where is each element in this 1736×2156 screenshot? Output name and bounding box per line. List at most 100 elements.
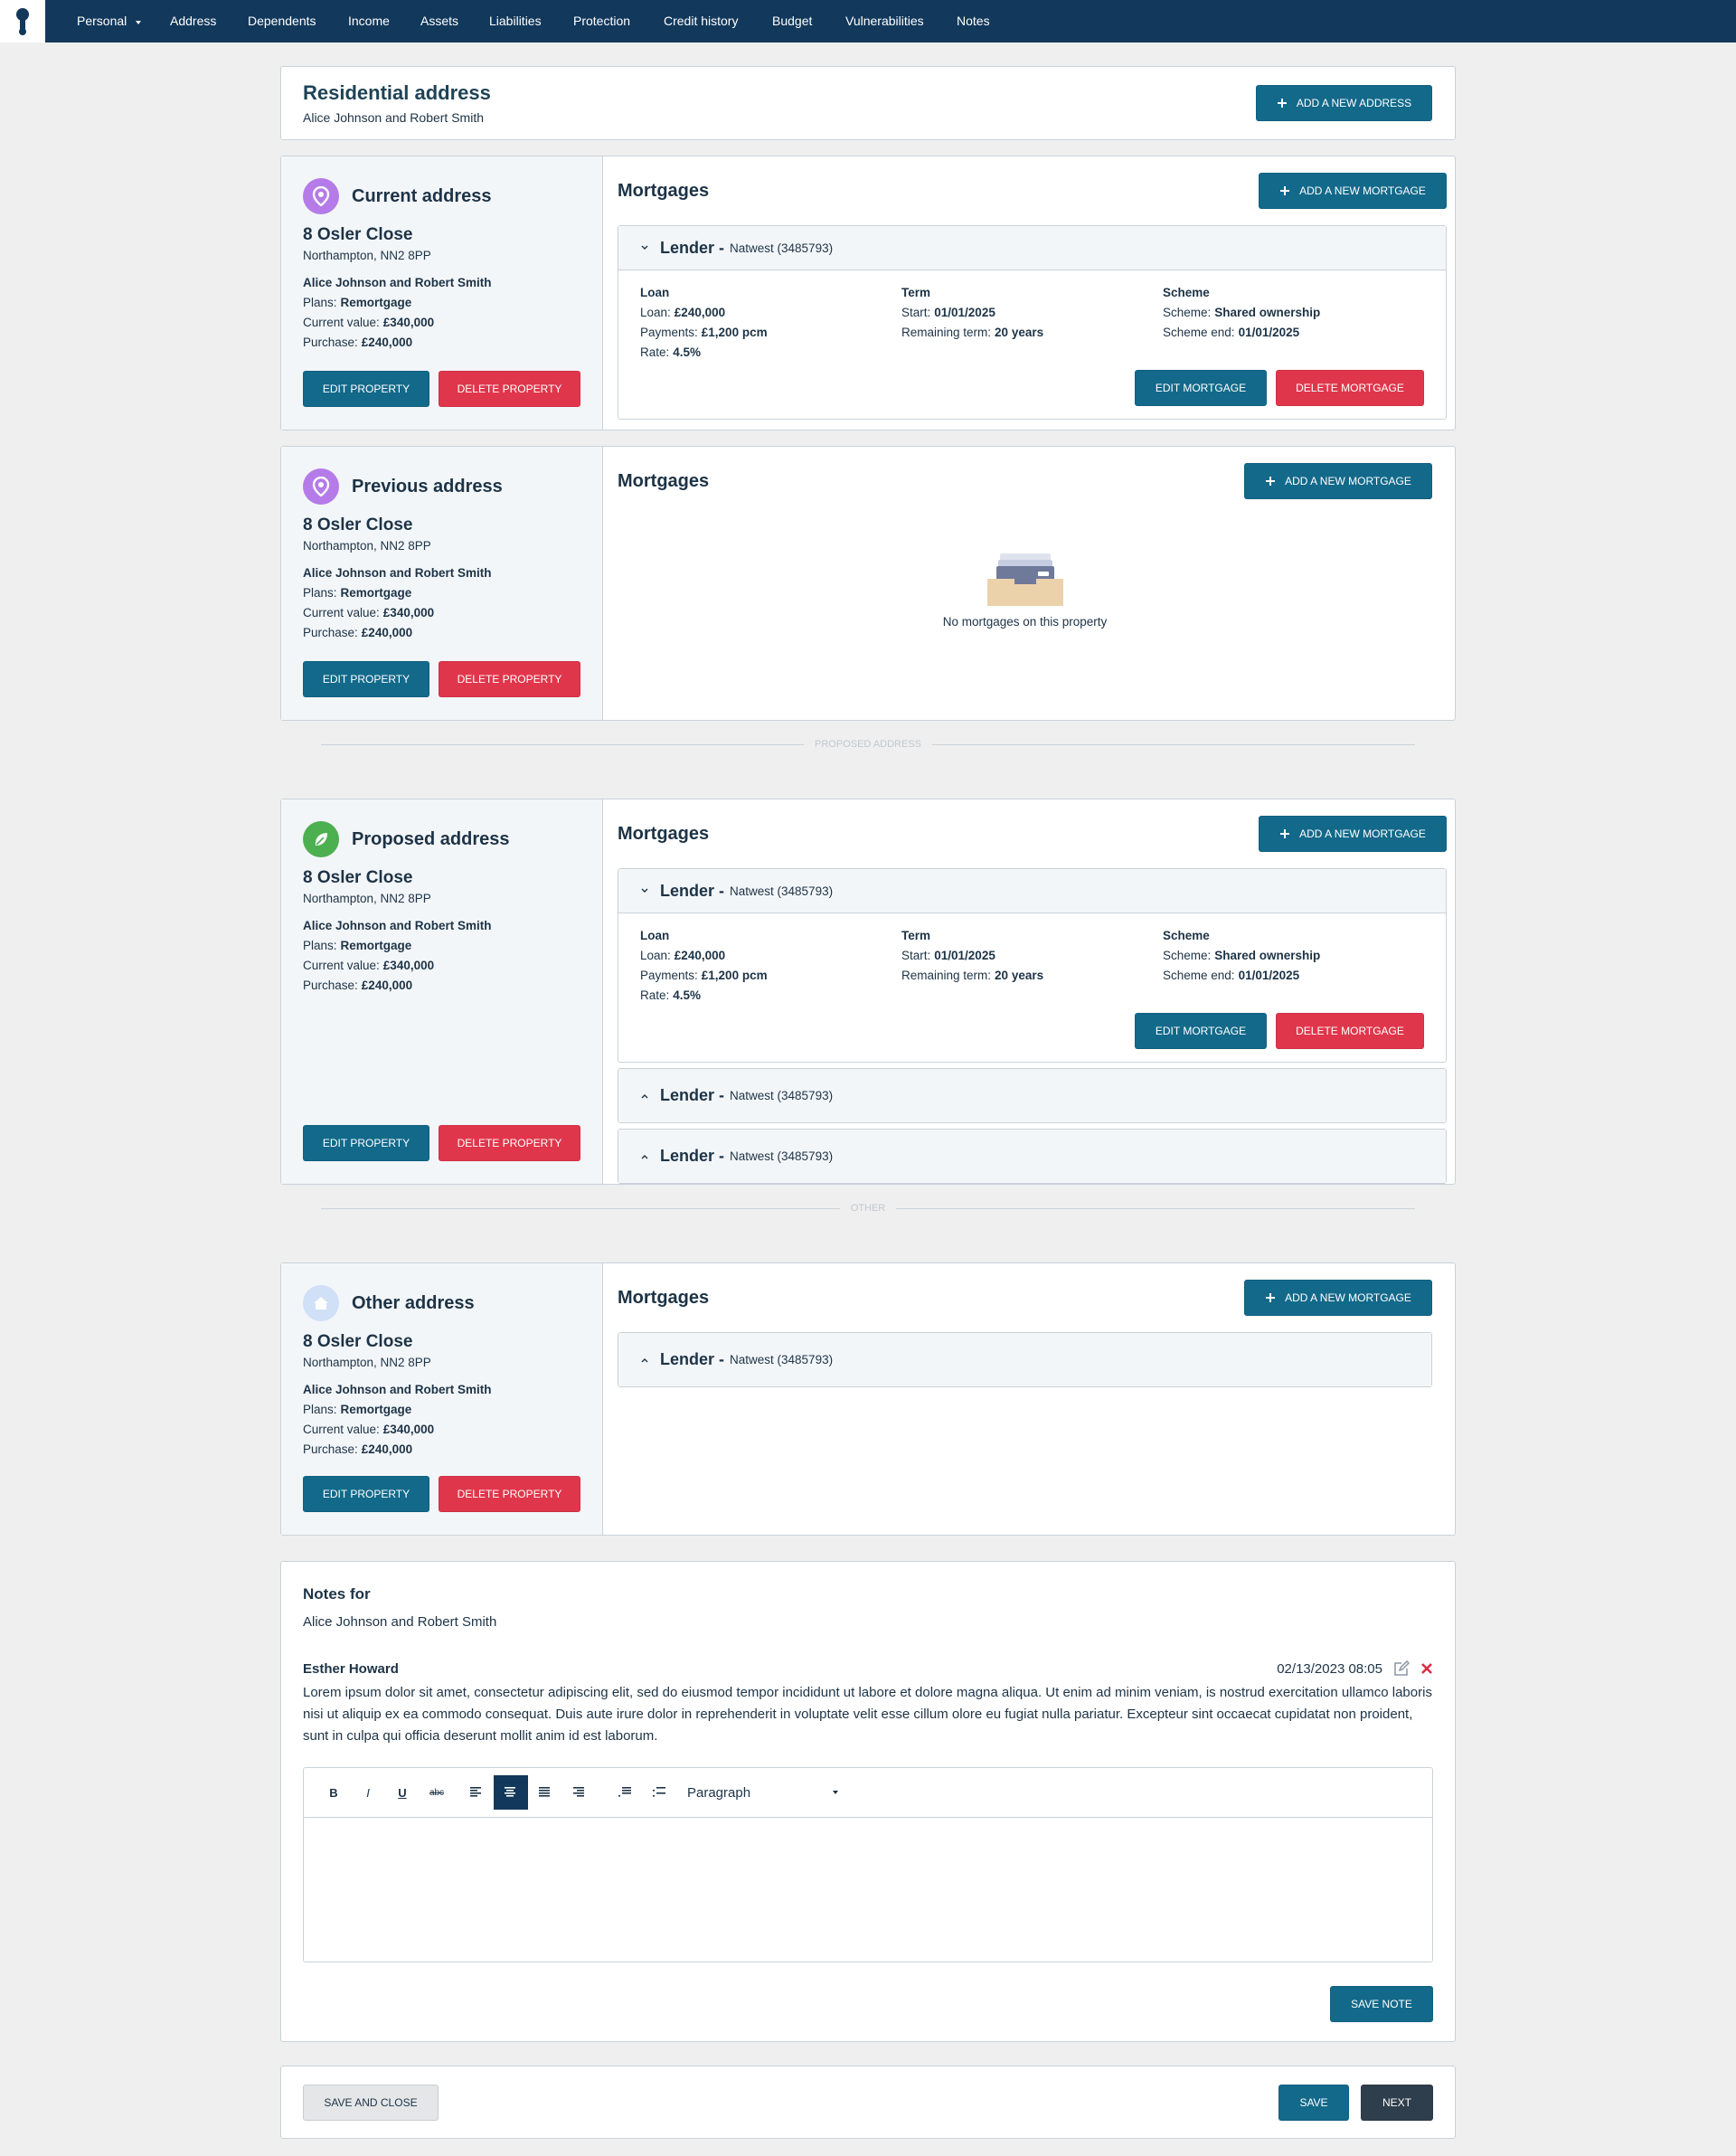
mortgage-header[interactable]: Lender - Natwest (3485793) bbox=[618, 1069, 1446, 1122]
mortgage-header[interactable]: Lender - Natwest (3485793) bbox=[618, 226, 1446, 270]
lender-label: Lender - bbox=[660, 238, 725, 257]
button[interactable]: DELETE MORTGAGE bbox=[1276, 370, 1424, 406]
nav-item[interactable]: Personal bbox=[77, 0, 142, 43]
button[interactable]: ADD A NEW MORTGAGE bbox=[1259, 816, 1447, 852]
logo[interactable] bbox=[0, 0, 45, 43]
button-label: DELETE PROPERTY bbox=[457, 1137, 562, 1149]
mortgage-row: Rate: 4.5% bbox=[640, 343, 901, 363]
button-label: ADD A NEW ADDRESS bbox=[1296, 97, 1412, 109]
nav-item[interactable]: Assets bbox=[420, 0, 458, 43]
button[interactable]: DELETE MORTGAGE bbox=[1276, 1013, 1424, 1049]
toolbar-button[interactable] bbox=[528, 1775, 562, 1810]
button[interactable]: ADD A NEW MORTGAGE bbox=[1244, 1280, 1432, 1316]
mortgage-header[interactable]: Lender - Natwest (3485793) bbox=[618, 1333, 1431, 1386]
button[interactable]: DELETE PROPERTY bbox=[439, 1476, 580, 1512]
row-label: Scheme: bbox=[1163, 306, 1212, 319]
toolbar-label: I bbox=[366, 1785, 370, 1800]
toolbar-button[interactable] bbox=[608, 1775, 642, 1810]
lender-label: Lender - bbox=[660, 1086, 725, 1104]
nav-item[interactable]: Credit history bbox=[664, 0, 738, 43]
button-label: EDIT MORTGAGE bbox=[1155, 1025, 1247, 1037]
button[interactable]: DELETE PROPERTY bbox=[439, 371, 580, 407]
button[interactable]: NEXT bbox=[1361, 2084, 1433, 2121]
button-label: DELETE MORTGAGE bbox=[1296, 382, 1404, 394]
nav-item[interactable]: Budget bbox=[772, 0, 812, 43]
row-label: Rate: bbox=[640, 988, 670, 1002]
button[interactable]: ADD A NEW MORTGAGE bbox=[1259, 173, 1447, 209]
nav-item[interactable]: Liabilities bbox=[489, 0, 542, 43]
button[interactable]: ADD A NEW ADDRESS bbox=[1256, 85, 1432, 121]
toolbar-button[interactable] bbox=[642, 1775, 676, 1810]
button[interactable]: EDIT MORTGAGE bbox=[1135, 370, 1267, 406]
detail-row: Current value: £340,000 bbox=[303, 1420, 580, 1440]
nav-label: Liabilities bbox=[489, 14, 542, 28]
empty-state: No mortgages on this property bbox=[618, 552, 1432, 629]
property-panel: Current address 8 Osler Close Northampton,… bbox=[281, 156, 603, 430]
toolbar-button[interactable]: B bbox=[316, 1775, 351, 1810]
row-value: 4.5% bbox=[673, 345, 702, 359]
nav-item[interactable]: Income bbox=[348, 0, 390, 43]
row-value: 20 years bbox=[995, 969, 1044, 982]
detail-row: Plans: Remortgage bbox=[303, 583, 580, 603]
detail-label: Purchase: bbox=[303, 1442, 358, 1456]
empty-inbox-illustration bbox=[986, 553, 1063, 606]
nav-item[interactable]: Notes bbox=[957, 0, 990, 43]
format-select[interactable]: Paragraph bbox=[687, 1785, 839, 1801]
toolbar-button[interactable] bbox=[459, 1775, 494, 1810]
button[interactable]: EDIT PROPERTY bbox=[303, 1476, 429, 1512]
delete-note-icon[interactable] bbox=[1420, 1662, 1433, 1675]
header-card: Residential address Alice Johnson and Rob… bbox=[280, 66, 1456, 140]
mortgages-title: Mortgages bbox=[618, 823, 710, 844]
chevron-icon bbox=[641, 888, 648, 893]
mortgages-panel: Mortgages ADD A NEW MORTGAGE Lender - Natwe… bbox=[603, 1263, 1455, 1535]
property-card: Current address 8 Osler Close Northampton,… bbox=[280, 156, 1456, 430]
nav-label: Dependents bbox=[248, 14, 316, 28]
nav-item[interactable]: Dependents bbox=[248, 0, 316, 43]
mortgage-header[interactable]: Lender - Natwest (3485793) bbox=[618, 1130, 1446, 1183]
button[interactable]: SAVE NOTE bbox=[1330, 1986, 1433, 2022]
button[interactable]: DELETE PROPERTY bbox=[439, 1125, 580, 1161]
row-label: Loan: bbox=[640, 306, 671, 319]
toolbar-button[interactable] bbox=[562, 1775, 597, 1810]
toolbar-button[interactable]: abc bbox=[420, 1775, 454, 1810]
detail-value: Remortgage bbox=[340, 939, 412, 952]
mortgage-buttons: EDIT MORTGAGE DELETE MORTGAGE bbox=[640, 370, 1424, 406]
detail-label: Current value: bbox=[303, 959, 380, 972]
nav-label: Budget bbox=[772, 14, 813, 28]
nav-item[interactable]: Protection bbox=[573, 0, 630, 43]
empty-text: No mortgages on this property bbox=[942, 615, 1108, 629]
chevron-icon bbox=[641, 1093, 648, 1098]
row-label: Start: bbox=[901, 306, 931, 319]
lender-name: Natwest (3485793) bbox=[730, 1089, 834, 1102]
button[interactable]: EDIT PROPERTY bbox=[303, 661, 429, 697]
mortgage-header[interactable]: Lender - Natwest (3485793) bbox=[618, 869, 1446, 913]
button-label: DELETE MORTGAGE bbox=[1296, 1025, 1404, 1037]
page-subtitle: Alice Johnson and Robert Smith bbox=[303, 110, 484, 125]
column-title: Scheme bbox=[1163, 929, 1210, 942]
nav-item[interactable]: Vulnerabilities bbox=[845, 0, 924, 43]
toolbar-button[interactable]: I bbox=[351, 1775, 385, 1810]
nav-item[interactable]: Address bbox=[170, 0, 216, 43]
detail-label: Plans: bbox=[303, 586, 337, 600]
nav-label: Assets bbox=[420, 14, 459, 28]
button[interactable]: SAVE AND CLOSE bbox=[303, 2084, 439, 2121]
edit-note-icon[interactable] bbox=[1393, 1660, 1410, 1677]
button-label: EDIT PROPERTY bbox=[322, 1488, 410, 1500]
detail-row: Purchase: £240,000 bbox=[303, 1440, 580, 1460]
detail-value: £340,000 bbox=[382, 1423, 435, 1436]
toolbar-button[interactable]: U bbox=[385, 1775, 420, 1810]
mortgage-row: Scheme: Shared ownership bbox=[1163, 303, 1424, 323]
button[interactable]: EDIT PROPERTY bbox=[303, 371, 429, 407]
detail-label: Current value: bbox=[303, 316, 380, 329]
mortgage: Lender - Natwest (3485793) bbox=[618, 1129, 1447, 1184]
mortgages-panel: Mortgages ADD A NEW MORTGAGE Lender - Natwe… bbox=[603, 156, 1469, 430]
toolbar-button[interactable] bbox=[494, 1775, 528, 1810]
button[interactable]: EDIT MORTGAGE bbox=[1135, 1013, 1267, 1049]
toolbar-icon bbox=[470, 1787, 481, 1797]
button[interactable]: DELETE PROPERTY bbox=[439, 661, 580, 697]
button[interactable]: SAVE bbox=[1278, 2084, 1349, 2121]
button[interactable]: ADD A NEW MORTGAGE bbox=[1244, 463, 1432, 499]
detail-value: £340,000 bbox=[382, 606, 435, 619]
button[interactable]: EDIT PROPERTY bbox=[303, 1125, 429, 1161]
